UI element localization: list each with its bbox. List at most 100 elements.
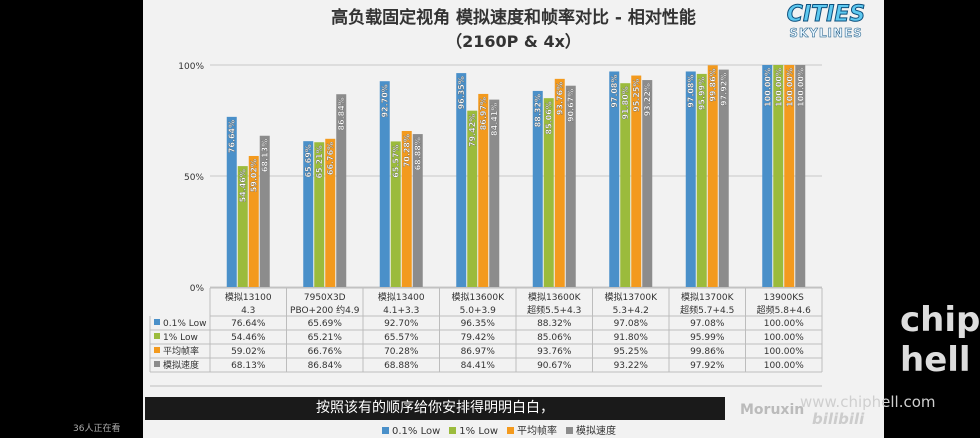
bar-data-label: 66.76% bbox=[326, 142, 335, 175]
category-label: 7950X3D bbox=[304, 293, 346, 303]
category-label: PBO+200 约4.9 bbox=[290, 304, 360, 316]
table-series-name: 1% Low bbox=[163, 333, 198, 343]
bar-data-label: 65.57% bbox=[392, 144, 401, 177]
bar-data-label: 92.70% bbox=[381, 84, 390, 117]
y-tick-label: 0% bbox=[190, 284, 205, 294]
uploader-watermark: Moruxin bbox=[740, 402, 805, 418]
table-cell: 100.00% bbox=[764, 319, 804, 329]
bar-data-label: 96.35% bbox=[457, 76, 466, 109]
category-label: 模拟13400 bbox=[378, 291, 425, 303]
bar-data-label: 99.86% bbox=[709, 68, 718, 101]
bar bbox=[565, 85, 576, 287]
bar-data-label: 91.80% bbox=[621, 86, 630, 119]
bar-data-label: 97.08% bbox=[610, 74, 619, 107]
bar-data-label: 100.00% bbox=[763, 68, 772, 107]
bar-data-label: 76.64% bbox=[228, 120, 237, 153]
table-cell: 96.35% bbox=[461, 319, 496, 329]
bar-data-label: 100.00% bbox=[796, 68, 805, 107]
table-cell: 90.67% bbox=[537, 361, 572, 371]
table-cell: 76.64% bbox=[231, 319, 266, 329]
bar bbox=[773, 65, 784, 287]
bar-data-label: 54.46% bbox=[239, 169, 248, 202]
bar-data-label: 68.13% bbox=[261, 139, 270, 172]
bar-data-label: 93.22% bbox=[643, 83, 652, 116]
bar bbox=[303, 141, 314, 287]
category-label: 模拟13600K bbox=[451, 291, 505, 303]
legend-label: 模拟速度 bbox=[576, 426, 617, 437]
table-cell: 95.99% bbox=[690, 333, 725, 343]
bar bbox=[248, 155, 259, 287]
chart-legend: 0.1% Low 1% Low 平均帧率 模拟速度 bbox=[382, 422, 625, 438]
bar bbox=[259, 135, 270, 287]
table-cell: 100.00% bbox=[764, 333, 804, 343]
bar-data-label: 79.42% bbox=[468, 114, 477, 147]
category-label: 模拟13700K bbox=[681, 291, 735, 303]
bar bbox=[412, 134, 423, 287]
bar-data-label: 100.00% bbox=[774, 68, 783, 107]
table-cell: 100.00% bbox=[764, 361, 804, 371]
table-cell: 97.08% bbox=[690, 319, 725, 329]
table-cell: 68.88% bbox=[384, 361, 419, 371]
table-cell: 70.28% bbox=[384, 347, 419, 357]
bar-data-label: 100.00% bbox=[785, 68, 794, 107]
bar-data-label: 65.69% bbox=[304, 144, 313, 177]
category-label: 4.1+3.3 bbox=[383, 306, 419, 316]
chart-subtitle: （2160P & 4x） bbox=[446, 32, 581, 51]
table-series-name: 模拟速度 bbox=[163, 359, 199, 371]
bar-data-label: 88.32% bbox=[534, 94, 543, 127]
category-label: 5.0+3.9 bbox=[460, 306, 496, 316]
table-legend-swatch bbox=[154, 347, 160, 353]
table-cell: 65.21% bbox=[308, 333, 343, 343]
table-cell: 66.76% bbox=[308, 347, 343, 357]
logo-line1: CITIES bbox=[786, 2, 866, 28]
bar bbox=[390, 141, 401, 287]
table-cell: 100.00% bbox=[764, 347, 804, 357]
bar-data-label: 86.97% bbox=[479, 97, 488, 130]
bar-data-label: 86.84% bbox=[337, 97, 346, 130]
bar bbox=[478, 93, 489, 287]
bar bbox=[784, 65, 795, 287]
table-series-name: 平均帧率 bbox=[163, 345, 199, 357]
bar bbox=[696, 73, 707, 288]
table-cell: 91.80% bbox=[614, 333, 649, 343]
bar bbox=[620, 83, 631, 287]
bar bbox=[609, 71, 620, 288]
chart-title: 高负载固定视角 模拟速度和帧率对比 - 相对性能 bbox=[331, 8, 696, 28]
legend-label: 平均帧率 bbox=[517, 426, 558, 437]
table-cell: 86.97% bbox=[461, 347, 496, 357]
table-cell: 93.76% bbox=[537, 347, 572, 357]
table-cell: 65.69% bbox=[308, 319, 343, 329]
bar-data-label: 97.92% bbox=[720, 73, 729, 106]
bar-data-label: 93.76% bbox=[556, 82, 565, 115]
table-cell: 54.46% bbox=[231, 333, 266, 343]
bar-data-label: 59.02% bbox=[250, 159, 259, 192]
video-caption: 按照该有的顺序给你安排得明明白白， bbox=[316, 400, 554, 416]
viewer-count: 36人正在看 bbox=[73, 424, 121, 434]
bar bbox=[467, 110, 478, 288]
bar bbox=[795, 65, 806, 287]
legend-swatch bbox=[382, 427, 389, 434]
bar-data-label: 95.99% bbox=[698, 77, 707, 110]
bilibili-logo: bilibili bbox=[812, 410, 865, 428]
legend-label: 1% Low bbox=[459, 426, 499, 437]
chiphell-logo: chip hell bbox=[900, 300, 980, 380]
bar-data-label: 70.28% bbox=[403, 134, 412, 167]
table-cell: 86.84% bbox=[308, 361, 343, 371]
category-label: 超频5.8+4.6 bbox=[757, 304, 811, 316]
legend-swatch bbox=[566, 427, 574, 434]
category-label: 13900KS bbox=[764, 293, 805, 303]
table-cell: 93.22% bbox=[614, 361, 649, 371]
y-tick-label: 50% bbox=[184, 173, 204, 183]
bar-data-label: 90.67% bbox=[567, 89, 576, 122]
table-cell: 95.25% bbox=[614, 347, 649, 357]
bar bbox=[642, 80, 653, 287]
bar bbox=[226, 116, 237, 288]
bar bbox=[707, 65, 718, 288]
logo-line2: SKYLINES bbox=[789, 26, 863, 41]
bar bbox=[532, 90, 543, 288]
bar-data-label: 97.08% bbox=[687, 74, 696, 107]
table-legend-swatch bbox=[154, 319, 160, 325]
table-series-name: 0.1% Low bbox=[163, 319, 206, 329]
category-label: 模拟13600K bbox=[528, 291, 582, 303]
bar bbox=[631, 75, 642, 287]
